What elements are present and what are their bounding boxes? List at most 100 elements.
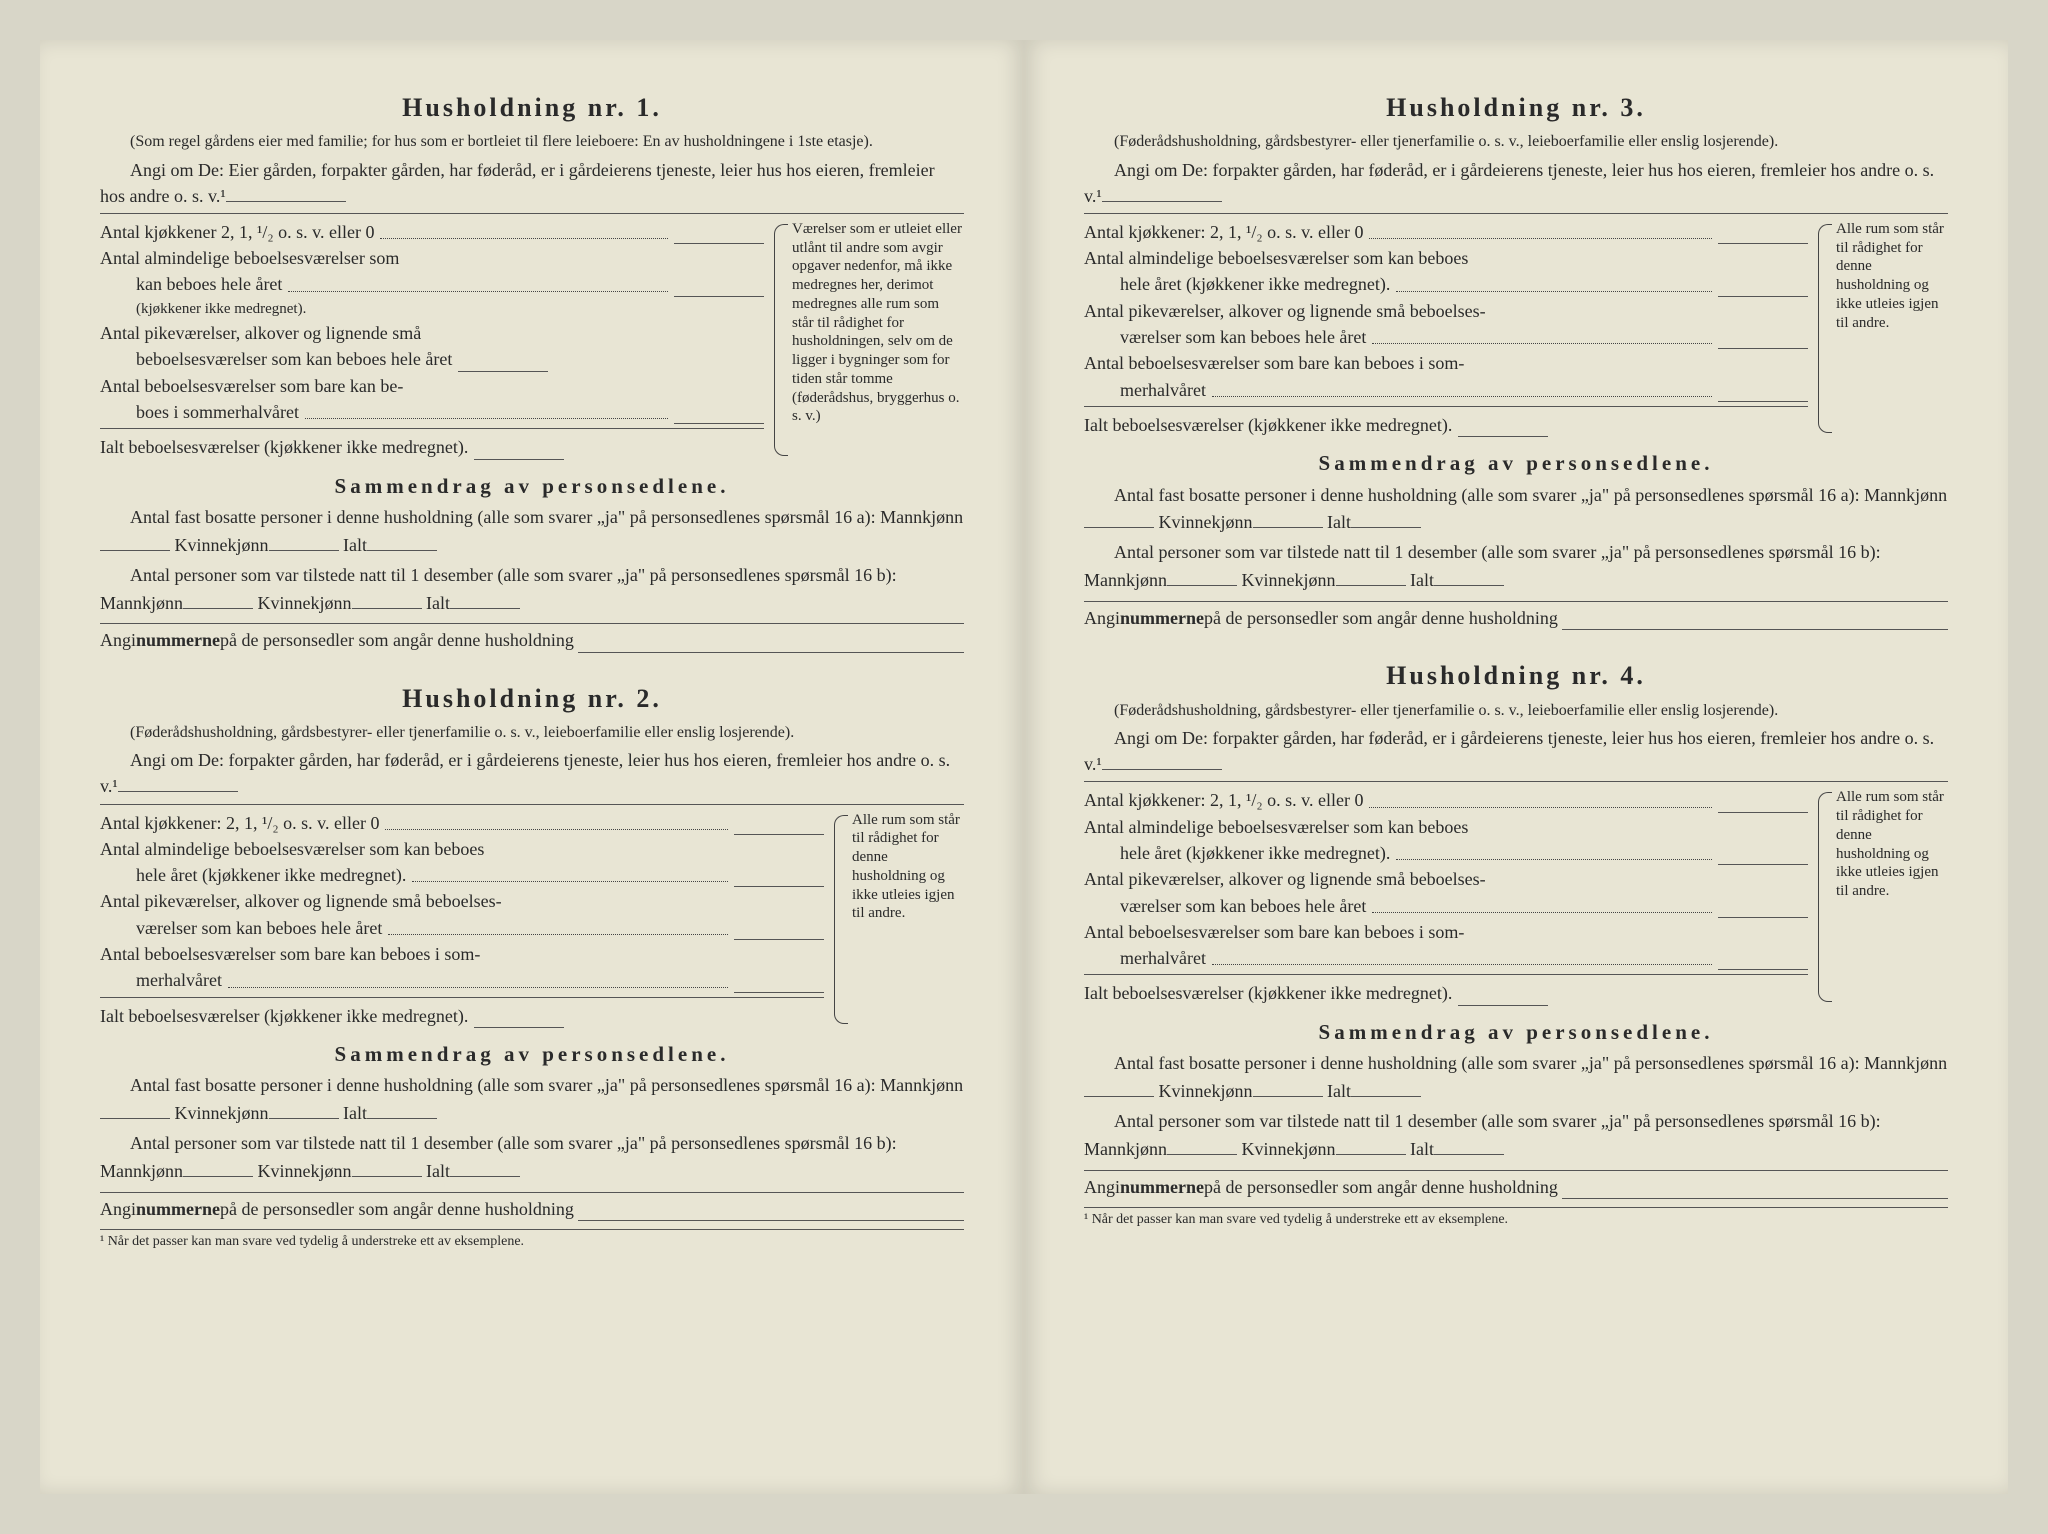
nrx: på de personsedler som angår denne husho… xyxy=(1204,606,1558,630)
blank[interactable] xyxy=(674,228,764,244)
blank[interactable] xyxy=(474,444,564,460)
blank[interactable] xyxy=(1718,954,1808,970)
blank[interactable] xyxy=(734,977,824,993)
blank[interactable] xyxy=(367,539,437,551)
r2c-b: værelser som kan beboes hele året xyxy=(1084,894,1366,918)
r2a: Antal kjøkkener: 2, 1, ¹/₂ o. s. v. elle… xyxy=(1084,220,1363,244)
blank[interactable] xyxy=(269,539,339,551)
blank[interactable] xyxy=(1718,797,1808,813)
p1t: Antal fast bosatte personer i denne hush… xyxy=(1114,485,1947,505)
blank[interactable] xyxy=(352,1165,422,1177)
blank[interactable] xyxy=(450,597,520,609)
blank[interactable] xyxy=(458,356,548,372)
sidenote-text: Alle rum som står til rådighet for denne… xyxy=(1836,789,1944,899)
hh4-title: Husholdning nr. 4. xyxy=(1084,658,1948,693)
r2b-b: hele året (kjøkkener ikke medregnet). xyxy=(100,863,406,887)
blank[interactable] xyxy=(1167,1143,1237,1155)
blank[interactable] xyxy=(578,1207,964,1221)
hh3-sidenote: Alle rum som står til rådighet for denne… xyxy=(1818,220,1948,437)
dots xyxy=(412,881,728,882)
blank[interactable] xyxy=(118,778,238,792)
blank[interactable] xyxy=(1562,1185,1948,1199)
sammen-title: Sammendrag av personsedlene. xyxy=(1084,449,1948,477)
blank[interactable] xyxy=(474,1012,564,1028)
blank[interactable] xyxy=(734,924,824,940)
r2c-b: værelser som kan beboes hele året xyxy=(100,916,382,940)
blank[interactable] xyxy=(1351,1085,1421,1097)
blank[interactable] xyxy=(1458,990,1548,1006)
sammen-p2: Antal personer som var tilstede natt til… xyxy=(100,562,964,618)
sammen-title: Sammendrag av personsedlene. xyxy=(100,472,964,500)
blank[interactable] xyxy=(674,281,764,297)
dots xyxy=(228,987,728,988)
hh4-angi: Angi om De: forpakter gården, har føderå… xyxy=(1084,725,1948,777)
ia: Ialt xyxy=(1323,512,1352,532)
dots xyxy=(380,238,668,239)
blank[interactable] xyxy=(734,819,824,835)
left-page: Husholdning nr. 1. (Som regel gårdens ei… xyxy=(40,40,1024,1494)
ialt: Ialt beboelsesværelser (kjøkkener ikke m… xyxy=(100,435,468,459)
blank[interactable] xyxy=(183,1165,253,1177)
r2d-a: Antal beboelsesværelser som bare kan beb… xyxy=(100,942,480,966)
brace xyxy=(1818,792,1832,1001)
blank[interactable] xyxy=(1718,333,1808,349)
blank[interactable] xyxy=(1458,421,1548,437)
footnote-left: ¹ Når det passer kan man svare ved tydel… xyxy=(100,1229,964,1252)
dots xyxy=(288,291,668,292)
blank[interactable] xyxy=(1084,516,1154,528)
hh2-title: Husholdning nr. 2. xyxy=(100,681,964,716)
blank[interactable] xyxy=(100,1107,170,1119)
hh1-title: Husholdning nr. 1. xyxy=(100,90,964,125)
blank[interactable] xyxy=(1102,188,1222,202)
blank[interactable] xyxy=(352,597,422,609)
blank[interactable] xyxy=(183,597,253,609)
sidenote-text: Værelser som er utleiet eller utlånt til… xyxy=(792,221,962,425)
dots xyxy=(1396,291,1712,292)
blank[interactable] xyxy=(226,188,346,202)
r2b-a: Antal almindelige beboelsesværelser som … xyxy=(100,837,484,861)
blank[interactable] xyxy=(1718,228,1808,244)
blank[interactable] xyxy=(1253,516,1323,528)
blank[interactable] xyxy=(269,1107,339,1119)
r2d-a: Antal beboelsesværelser som bare kan beb… xyxy=(1084,351,1464,375)
blank[interactable] xyxy=(1718,281,1808,297)
nrb: nummerne xyxy=(1120,606,1204,630)
blank[interactable] xyxy=(1351,516,1421,528)
r1d-a: Antal beboelsesværelser som bare kan be- xyxy=(100,374,403,398)
kv: Kvinnekjønn xyxy=(1237,570,1336,590)
blank[interactable] xyxy=(100,539,170,551)
blank[interactable] xyxy=(734,871,824,887)
nrx: på de personsedler som angår denne husho… xyxy=(220,1197,574,1221)
blank[interactable] xyxy=(1434,574,1504,586)
blank[interactable] xyxy=(1253,1085,1323,1097)
kv: Kvinnekjønn xyxy=(170,1103,269,1123)
blank[interactable] xyxy=(1562,616,1948,630)
kv: Kvinnekjønn xyxy=(253,593,352,613)
r1a: Antal kjøkkener 2, 1, ¹/₂ o. s. v. eller… xyxy=(100,220,374,244)
brace xyxy=(834,815,848,1024)
blank[interactable] xyxy=(367,1107,437,1119)
blank[interactable] xyxy=(1718,902,1808,918)
brace xyxy=(774,224,788,456)
blank[interactable] xyxy=(1167,574,1237,586)
blank[interactable] xyxy=(674,408,764,424)
blank[interactable] xyxy=(1718,386,1808,402)
blank[interactable] xyxy=(1336,1143,1406,1155)
sidenote-text: Alle rum som står til rådighet for denne… xyxy=(1836,221,1944,331)
blank[interactable] xyxy=(1434,1143,1504,1155)
nrp: Angi xyxy=(100,1197,136,1221)
blank[interactable] xyxy=(1336,574,1406,586)
hh3-title: Husholdning nr. 3. xyxy=(1084,90,1948,125)
sammen-p2: Antal personer som var tilstede natt til… xyxy=(100,1130,964,1186)
blank[interactable] xyxy=(1718,849,1808,865)
angi-nr: Angi nummerne på de personsedler som ang… xyxy=(1084,601,1948,630)
blank[interactable] xyxy=(450,1165,520,1177)
hh2-sidenote: Alle rum som står til rådighet for denne… xyxy=(834,811,964,1028)
blank[interactable] xyxy=(1102,756,1222,770)
room-lines: Antal kjøkkener 2, 1, ¹/₂ o. s. v. eller… xyxy=(100,220,764,460)
sammen-title: Sammendrag av personsedlene. xyxy=(100,1040,964,1068)
hh1-subtitle: (Som regel gårdens eier med familie; for… xyxy=(100,131,964,153)
ia: Ialt xyxy=(1406,570,1435,590)
blank[interactable] xyxy=(578,639,964,653)
blank[interactable] xyxy=(1084,1085,1154,1097)
